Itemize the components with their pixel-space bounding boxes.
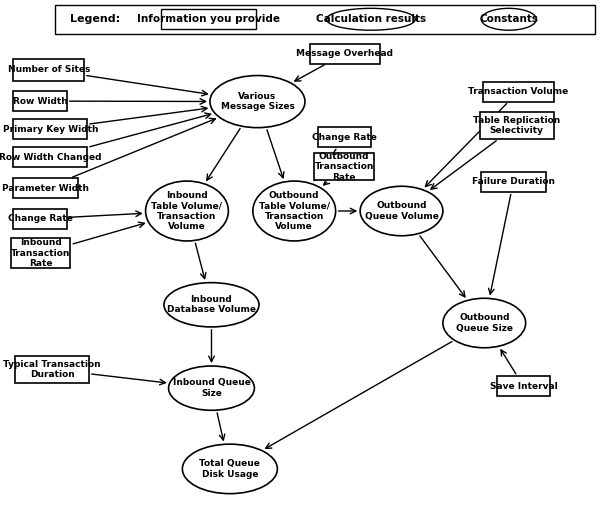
FancyBboxPatch shape	[161, 9, 256, 29]
FancyBboxPatch shape	[481, 172, 546, 192]
Text: Inbound
Transaction
Rate: Inbound Transaction Rate	[11, 238, 70, 268]
Text: Change Rate: Change Rate	[8, 214, 72, 224]
Text: Inbound
Table Volume/
Transaction
Volume: Inbound Table Volume/ Transaction Volume	[151, 191, 223, 231]
FancyBboxPatch shape	[15, 356, 89, 383]
FancyBboxPatch shape	[483, 82, 554, 102]
Text: Total Queue
Disk Usage: Total Queue Disk Usage	[199, 459, 261, 479]
FancyBboxPatch shape	[13, 147, 87, 167]
Text: Outbound
Queue Size: Outbound Queue Size	[456, 313, 512, 333]
Ellipse shape	[169, 366, 254, 411]
Text: Transaction Volume: Transaction Volume	[468, 87, 568, 96]
FancyBboxPatch shape	[318, 127, 371, 147]
Ellipse shape	[360, 187, 443, 235]
Text: Calculation results: Calculation results	[316, 14, 426, 24]
FancyBboxPatch shape	[55, 5, 595, 34]
FancyBboxPatch shape	[11, 238, 70, 268]
FancyBboxPatch shape	[13, 178, 78, 198]
Text: Outbound
Queue Volume: Outbound Queue Volume	[365, 201, 438, 221]
FancyBboxPatch shape	[310, 44, 380, 64]
Text: Inbound
Database Volume: Inbound Database Volume	[167, 295, 256, 315]
Ellipse shape	[183, 444, 277, 494]
Ellipse shape	[481, 8, 536, 30]
Text: Typical Transaction
Duration: Typical Transaction Duration	[3, 359, 101, 379]
Ellipse shape	[443, 298, 526, 348]
Text: Change Rate: Change Rate	[312, 132, 376, 142]
Ellipse shape	[164, 282, 259, 327]
Text: Failure Duration: Failure Duration	[472, 177, 555, 187]
FancyBboxPatch shape	[13, 91, 67, 111]
Text: Legend:: Legend:	[70, 14, 121, 24]
Ellipse shape	[210, 76, 305, 128]
Text: Inbound Queue
Size: Inbound Queue Size	[172, 378, 251, 398]
Text: Outbound
Transaction
Rate: Outbound Transaction Rate	[314, 152, 374, 182]
FancyBboxPatch shape	[480, 112, 554, 139]
FancyBboxPatch shape	[314, 153, 374, 180]
Text: Row Width: Row Width	[13, 96, 67, 106]
FancyBboxPatch shape	[497, 376, 550, 396]
FancyBboxPatch shape	[13, 119, 87, 139]
Text: Constants: Constants	[479, 14, 538, 24]
Text: Outbound
Table Volume/
Transaction
Volume: Outbound Table Volume/ Transaction Volum…	[259, 191, 330, 231]
Text: Table Replication
Selectivity: Table Replication Selectivity	[473, 116, 560, 135]
Text: Row Width Changed: Row Width Changed	[0, 153, 102, 162]
Text: Message Overhead: Message Overhead	[296, 49, 394, 58]
Text: Various
Message Sizes: Various Message Sizes	[221, 92, 294, 111]
Text: Save Interval: Save Interval	[490, 381, 557, 391]
Text: Parameter Width: Parameter Width	[2, 183, 89, 193]
Text: Number of Sites: Number of Sites	[7, 65, 90, 75]
Ellipse shape	[327, 8, 416, 30]
Text: Primary Key Width: Primary Key Width	[2, 125, 98, 134]
Text: Information you provide: Information you provide	[137, 14, 280, 24]
Ellipse shape	[253, 181, 336, 241]
FancyBboxPatch shape	[13, 59, 84, 81]
Ellipse shape	[146, 181, 228, 241]
FancyBboxPatch shape	[13, 209, 67, 229]
